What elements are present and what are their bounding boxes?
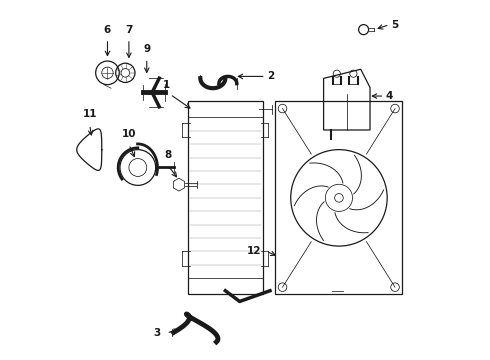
Text: 1: 1 xyxy=(163,80,170,90)
Text: 4: 4 xyxy=(386,91,393,101)
Text: 12: 12 xyxy=(246,247,261,256)
Text: 6: 6 xyxy=(104,24,111,35)
Text: 9: 9 xyxy=(143,44,150,54)
Text: 8: 8 xyxy=(165,150,172,160)
Text: 2: 2 xyxy=(267,71,274,81)
Text: 7: 7 xyxy=(125,24,133,35)
Text: 10: 10 xyxy=(122,129,136,139)
Text: 5: 5 xyxy=(391,19,398,30)
Text: 11: 11 xyxy=(82,109,97,119)
Text: 3: 3 xyxy=(154,328,161,338)
